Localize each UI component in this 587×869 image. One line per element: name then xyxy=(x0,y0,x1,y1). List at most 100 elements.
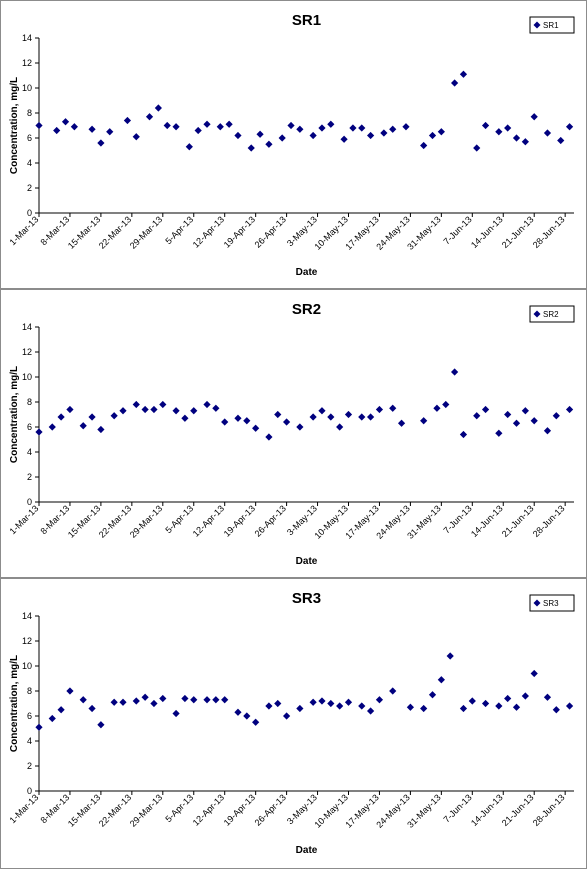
data-point xyxy=(340,135,348,143)
data-point xyxy=(35,121,43,130)
y-tick-label: 14 xyxy=(22,322,32,332)
data-point xyxy=(397,419,406,427)
data-point xyxy=(252,718,260,726)
data-point xyxy=(265,702,273,710)
data-point xyxy=(296,704,304,713)
chart-title: SR3 xyxy=(292,590,321,607)
data-point xyxy=(459,430,468,439)
data-point xyxy=(35,723,43,731)
data-point xyxy=(389,125,397,133)
data-point xyxy=(565,702,574,710)
y-tick-label: 10 xyxy=(22,372,32,382)
data-point xyxy=(349,124,357,132)
x-tick-label: 15-Mar-13 xyxy=(66,503,102,539)
data-point xyxy=(159,694,167,703)
x-tick-label: 21-Jun-13 xyxy=(500,214,536,250)
data-point xyxy=(141,405,149,414)
x-tick-label: 26-Apr-13 xyxy=(253,503,288,538)
y-tick-label: 10 xyxy=(22,661,32,671)
data-point xyxy=(481,405,490,414)
x-tick-label: 15-Mar-13 xyxy=(66,214,102,250)
data-point xyxy=(327,699,335,708)
data-point xyxy=(296,125,304,133)
chart-panel-sr2: SR2 0 2 4 6 8 10 12 14 1-Mar-13 8-Mar-13 15-Mar-13 2… xyxy=(0,289,587,578)
y-axis-label: Concentration, mg/L xyxy=(9,366,20,463)
data-point xyxy=(406,703,415,711)
legend-marker xyxy=(533,599,541,607)
data-point xyxy=(420,417,428,425)
data-point xyxy=(274,410,282,419)
data-point xyxy=(380,129,388,137)
data-point xyxy=(530,113,538,121)
data-point xyxy=(543,693,552,701)
data-point xyxy=(265,433,273,441)
x-tick-label: 31-May-13 xyxy=(405,792,442,829)
legend: SR1 xyxy=(529,16,575,34)
data-point xyxy=(88,125,96,133)
y-tick-label: 8 xyxy=(27,686,32,696)
y-tick-label: 8 xyxy=(27,108,32,118)
x-tick-label: 28-Jun-13 xyxy=(531,503,567,539)
data-point xyxy=(375,696,384,704)
data-point xyxy=(110,412,118,420)
data-point xyxy=(481,699,490,708)
x-tick-label: 12-Apr-13 xyxy=(191,792,226,827)
x-tick-label: 1-Mar-13 xyxy=(8,503,41,536)
y-tick-label: 8 xyxy=(27,397,32,407)
data-point xyxy=(402,123,410,131)
data-point xyxy=(234,414,242,422)
data-point xyxy=(57,413,65,421)
x-tick-label: 26-Apr-13 xyxy=(253,214,288,249)
y-tick-label: 4 xyxy=(27,447,32,457)
y-axis-label: Concentration, mg/L xyxy=(9,655,20,752)
chart-title: SR1 xyxy=(292,12,321,29)
data-point xyxy=(530,417,538,425)
data-point xyxy=(495,429,503,437)
data-point xyxy=(243,712,251,720)
data-point xyxy=(256,130,264,138)
data-point xyxy=(504,410,512,419)
data-point xyxy=(203,120,211,128)
chart-sr3: SR3024681012141-Mar-138-Mar-1315-Mar-132… xyxy=(8,590,575,856)
legend-label: SR1 xyxy=(543,21,559,30)
data-point xyxy=(181,414,189,422)
data-point xyxy=(247,144,255,152)
data-point xyxy=(521,138,529,146)
data-point xyxy=(88,413,96,421)
x-axis-label: Date xyxy=(296,556,318,567)
data-point xyxy=(172,407,180,415)
data-point xyxy=(552,412,560,420)
y-tick-label: 4 xyxy=(27,158,32,168)
x-tick-label: 5-Apr-13 xyxy=(163,214,195,246)
x-tick-label: 5-Apr-13 xyxy=(163,792,195,824)
y-tick-label: 0 xyxy=(27,786,32,796)
data-point xyxy=(389,404,397,412)
y-tick-label: 12 xyxy=(22,636,32,646)
x-tick-label: 15-Mar-13 xyxy=(66,792,102,828)
data-point xyxy=(504,694,512,703)
data-point xyxy=(327,413,335,421)
x-tick-label: 22-Mar-13 xyxy=(97,214,133,250)
y-tick-label: 2 xyxy=(27,761,32,771)
legend-box xyxy=(529,305,575,323)
x-tick-label: 29-Mar-13 xyxy=(128,214,164,250)
data-point xyxy=(437,128,445,136)
data-point xyxy=(172,123,180,131)
x-tick-label: 1-Mar-13 xyxy=(8,792,41,825)
x-tick-label: 31-May-13 xyxy=(405,214,442,251)
y-tick-label: 14 xyxy=(22,33,32,43)
data-point xyxy=(106,128,114,136)
data-point xyxy=(367,707,375,715)
x-tick-label: 14-Jun-13 xyxy=(469,214,505,250)
x-tick-label: 29-Mar-13 xyxy=(128,503,164,539)
data-point xyxy=(446,652,454,660)
y-axis-label: Concentration, mg/L xyxy=(9,77,20,174)
data-point xyxy=(451,368,459,376)
x-tick-label: 31-May-13 xyxy=(405,503,442,540)
x-tick-label: 19-Apr-13 xyxy=(222,503,257,538)
legend-label: SR3 xyxy=(543,599,559,608)
data-point xyxy=(185,143,193,151)
data-point xyxy=(451,79,459,87)
data-point xyxy=(53,126,61,135)
legend-marker xyxy=(533,310,541,318)
